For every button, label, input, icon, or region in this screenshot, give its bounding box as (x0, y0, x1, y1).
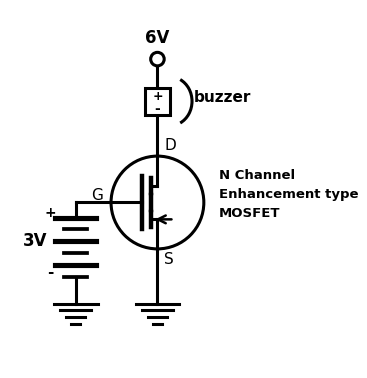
Text: N Channel
Enhancement type
MOSFET: N Channel Enhancement type MOSFET (219, 169, 359, 220)
Text: -: - (155, 102, 160, 116)
Text: S: S (164, 252, 174, 267)
Bar (145, 88, 170, 115)
Text: buzzer: buzzer (194, 90, 251, 105)
Text: 6V: 6V (145, 29, 170, 47)
Text: +: + (152, 90, 163, 103)
Text: 3V: 3V (23, 232, 47, 250)
Text: D: D (164, 138, 176, 153)
Text: G: G (91, 188, 103, 203)
Text: +: + (44, 206, 56, 220)
Text: -: - (47, 265, 54, 280)
